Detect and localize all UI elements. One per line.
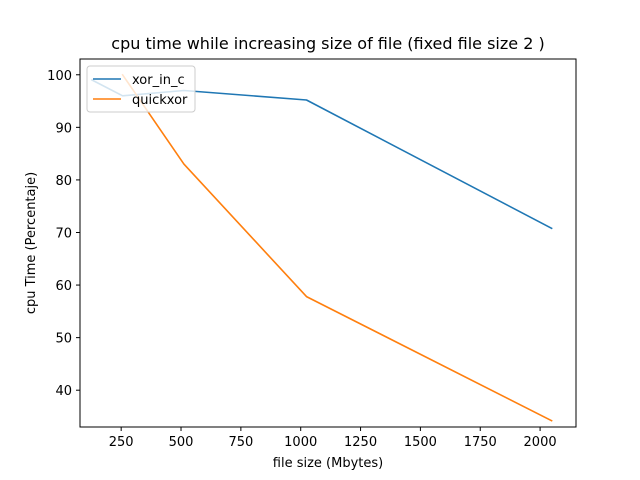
y-tick-label: 60 [55, 279, 72, 294]
y-tick-label: 90 [55, 121, 72, 136]
x-tick-label: 250 [109, 435, 134, 450]
x-tick-label: 750 [228, 435, 253, 450]
legend-label-quickxor: quickxor [132, 93, 188, 108]
y-tick-label: 40 [55, 384, 72, 399]
series-line-quickxor [121, 73, 553, 422]
x-axis-label: file size (Mbytes) [273, 456, 383, 471]
legend-box [86, 65, 196, 113]
x-tick-label: 2000 [524, 435, 557, 450]
x-tick-label: 1000 [284, 435, 317, 450]
x-tick-label: 500 [169, 435, 194, 450]
chart-title: cpu time while increasing size of file (… [111, 34, 544, 53]
x-tick-label: 1500 [404, 435, 437, 450]
y-tick-label: 80 [55, 174, 72, 189]
y-tick-label: 70 [55, 226, 72, 241]
x-tick-label: 1750 [464, 435, 497, 450]
y-tick-label: 100 [47, 69, 72, 84]
y-axis-label: cpu Time (Percentaje) [24, 172, 39, 314]
x-tick-label: 1250 [344, 435, 377, 450]
legend-label-xor_in_c: xor_in_c [132, 73, 185, 88]
plot-frame [79, 58, 577, 428]
y-tick-label: 50 [55, 332, 72, 347]
plot-area: 250 500 750 1000 1250 1500 1750 2000 40 50 60 70 80 9… [47, 58, 577, 450]
